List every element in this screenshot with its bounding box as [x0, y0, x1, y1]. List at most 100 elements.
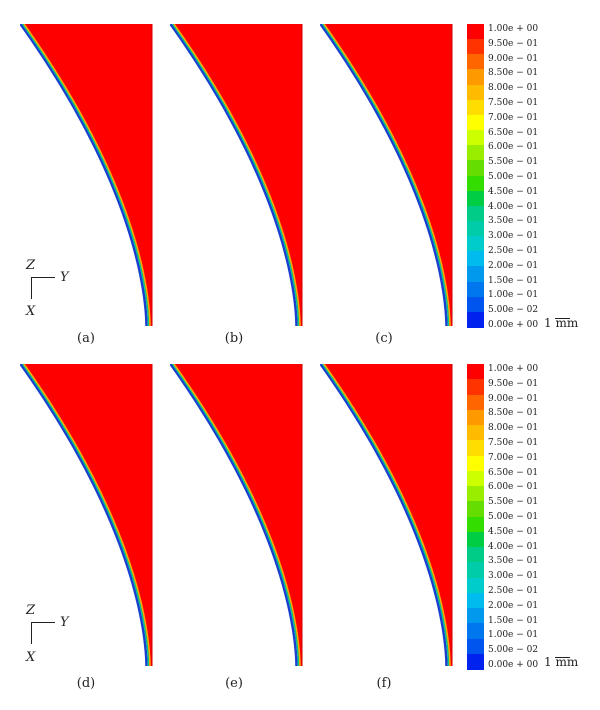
interface-green-band	[21, 364, 150, 667]
scale-bar-top	[555, 318, 570, 319]
colorbar-segment	[467, 69, 484, 86]
red-volume-region	[22, 24, 152, 326]
colorbar-tick-label: 1.00e + 00	[488, 364, 539, 374]
colorbar-tick-label: 5.50e − 01	[488, 157, 539, 168]
interface-green-band	[171, 24, 300, 327]
colorbar-tick-label: 3.50e − 01	[488, 216, 539, 227]
panel-a-plot	[20, 24, 153, 327]
interface-orange-band	[323, 24, 451, 327]
colorbar-tick-label: 9.50e − 01	[488, 38, 539, 49]
colorbar-segment	[467, 577, 484, 594]
colorbar-segment	[467, 470, 484, 487]
colorbar-segment	[467, 220, 484, 237]
interface-green-band	[171, 364, 300, 667]
colorbar-tick-label: 6.00e − 01	[488, 142, 539, 153]
panel-d-plot	[20, 364, 153, 667]
colorbar-segment	[467, 455, 484, 472]
panel-e-label: (e)	[225, 676, 243, 691]
axis-vertical-line	[31, 622, 32, 644]
colorbar-tick-label: 8.00e − 01	[488, 423, 539, 434]
interface-blue-band	[320, 364, 448, 667]
colorbar-tick-label: 4.00e − 01	[488, 541, 539, 552]
red-volume-region	[322, 24, 452, 326]
interface-blue-band	[20, 24, 148, 327]
colorbar-tick-label: 1.00e − 01	[488, 630, 539, 641]
colorbar-tick-label: 4.50e − 01	[488, 526, 539, 537]
axis-y-label: Y	[60, 615, 69, 630]
colorbar-segment	[467, 516, 484, 533]
axis-horizontal-line	[31, 622, 55, 623]
colorbar-segment	[467, 364, 484, 381]
colorbar-tick-label: 5.50e − 01	[488, 497, 539, 508]
colorbar-tick-label: 5.00e − 02	[488, 645, 539, 656]
colorbar-segment	[467, 145, 484, 162]
panel-a-label: (a)	[77, 331, 95, 346]
colorbar-tick-label: 0.00e + 00	[488, 660, 539, 670]
colorbar-segment	[467, 205, 484, 222]
colorbar-segment	[467, 440, 484, 457]
colorbar-segment	[467, 409, 484, 426]
colorbar-tick-label: 7.50e − 01	[488, 438, 539, 448]
interface-blue-band	[320, 24, 448, 327]
panel-e-plot	[170, 364, 303, 667]
colorbar-segment	[467, 99, 484, 116]
colorbar-segment	[467, 592, 484, 609]
red-volume-region	[322, 364, 452, 666]
colorbar-tick-label: 2.50e − 01	[488, 586, 539, 596]
panel-c-plot	[320, 24, 453, 327]
colorbar-segment	[467, 296, 484, 313]
colorbar-segment	[467, 175, 484, 192]
colorbar-segment	[467, 531, 484, 548]
colorbar-tick-label: 3.00e − 01	[488, 231, 539, 242]
colorbar-tick-label: 5.00e − 02	[488, 305, 539, 316]
colorbar-tick-label: 8.50e − 01	[488, 408, 539, 419]
interface-blue-band	[170, 364, 298, 667]
panel-c-label: (c)	[375, 331, 393, 346]
interface-green-band	[321, 24, 450, 327]
interface-orange-band	[173, 364, 301, 667]
interface-blue-band	[20, 364, 148, 667]
colorbar-top	[467, 24, 484, 328]
axis-z-label: Z	[26, 603, 36, 618]
red-volume-region	[172, 364, 302, 666]
colorbar-tick-label: 1.50e − 01	[488, 275, 539, 286]
colorbar-tick-label: 8.50e − 01	[488, 68, 539, 79]
colorbar-segment	[467, 562, 484, 579]
interface-orange-band	[23, 24, 151, 327]
interface-blue-band	[170, 24, 298, 327]
interface-orange-band	[323, 364, 451, 667]
interface-green-band	[21, 24, 150, 327]
colorbar-segment	[467, 251, 484, 268]
colorbar-segment	[467, 501, 484, 518]
colorbar-tick-label: 3.50e − 01	[488, 556, 539, 567]
colorbar-segment	[467, 486, 484, 503]
colorbar-segment	[467, 190, 484, 207]
panel-d-label: (d)	[76, 676, 96, 691]
colorbar-segment	[467, 608, 484, 625]
colorbar-segment	[467, 281, 484, 298]
colorbar-segment	[467, 638, 484, 655]
interface-orange-band	[173, 24, 301, 327]
scale-bar-bottom	[555, 657, 570, 658]
colorbar-segment	[467, 84, 484, 101]
colorbar-segment	[467, 425, 484, 442]
colorbar-segment	[467, 311, 484, 328]
colorbar-tick-label: 6.50e − 01	[488, 127, 539, 138]
red-volume-region	[172, 24, 302, 326]
colorbar-bottom	[467, 364, 484, 670]
scale-label-top: 1 mm	[544, 316, 579, 330]
axis-z-label: Z	[26, 258, 36, 273]
colorbar-tick-label: 5.00e − 01	[488, 172, 539, 182]
axis-x-label: X	[26, 304, 36, 319]
colorbar-tick-label: 6.00e − 01	[488, 482, 539, 493]
axis-y-label: Y	[60, 270, 69, 285]
colorbar-tick-label: 4.50e − 01	[488, 186, 539, 197]
colorbar-tick-label: 7.50e − 01	[488, 98, 539, 108]
colorbar-segment	[467, 130, 484, 147]
axis-x-label: X	[26, 650, 36, 665]
colorbar-tick-label: 2.00e − 01	[488, 260, 539, 271]
panel-b-plot	[170, 24, 303, 327]
colorbar-segment	[467, 160, 484, 177]
colorbar-tick-label: 9.50e − 01	[488, 378, 539, 389]
colorbar-tick-label: 1.00e − 01	[488, 290, 539, 301]
